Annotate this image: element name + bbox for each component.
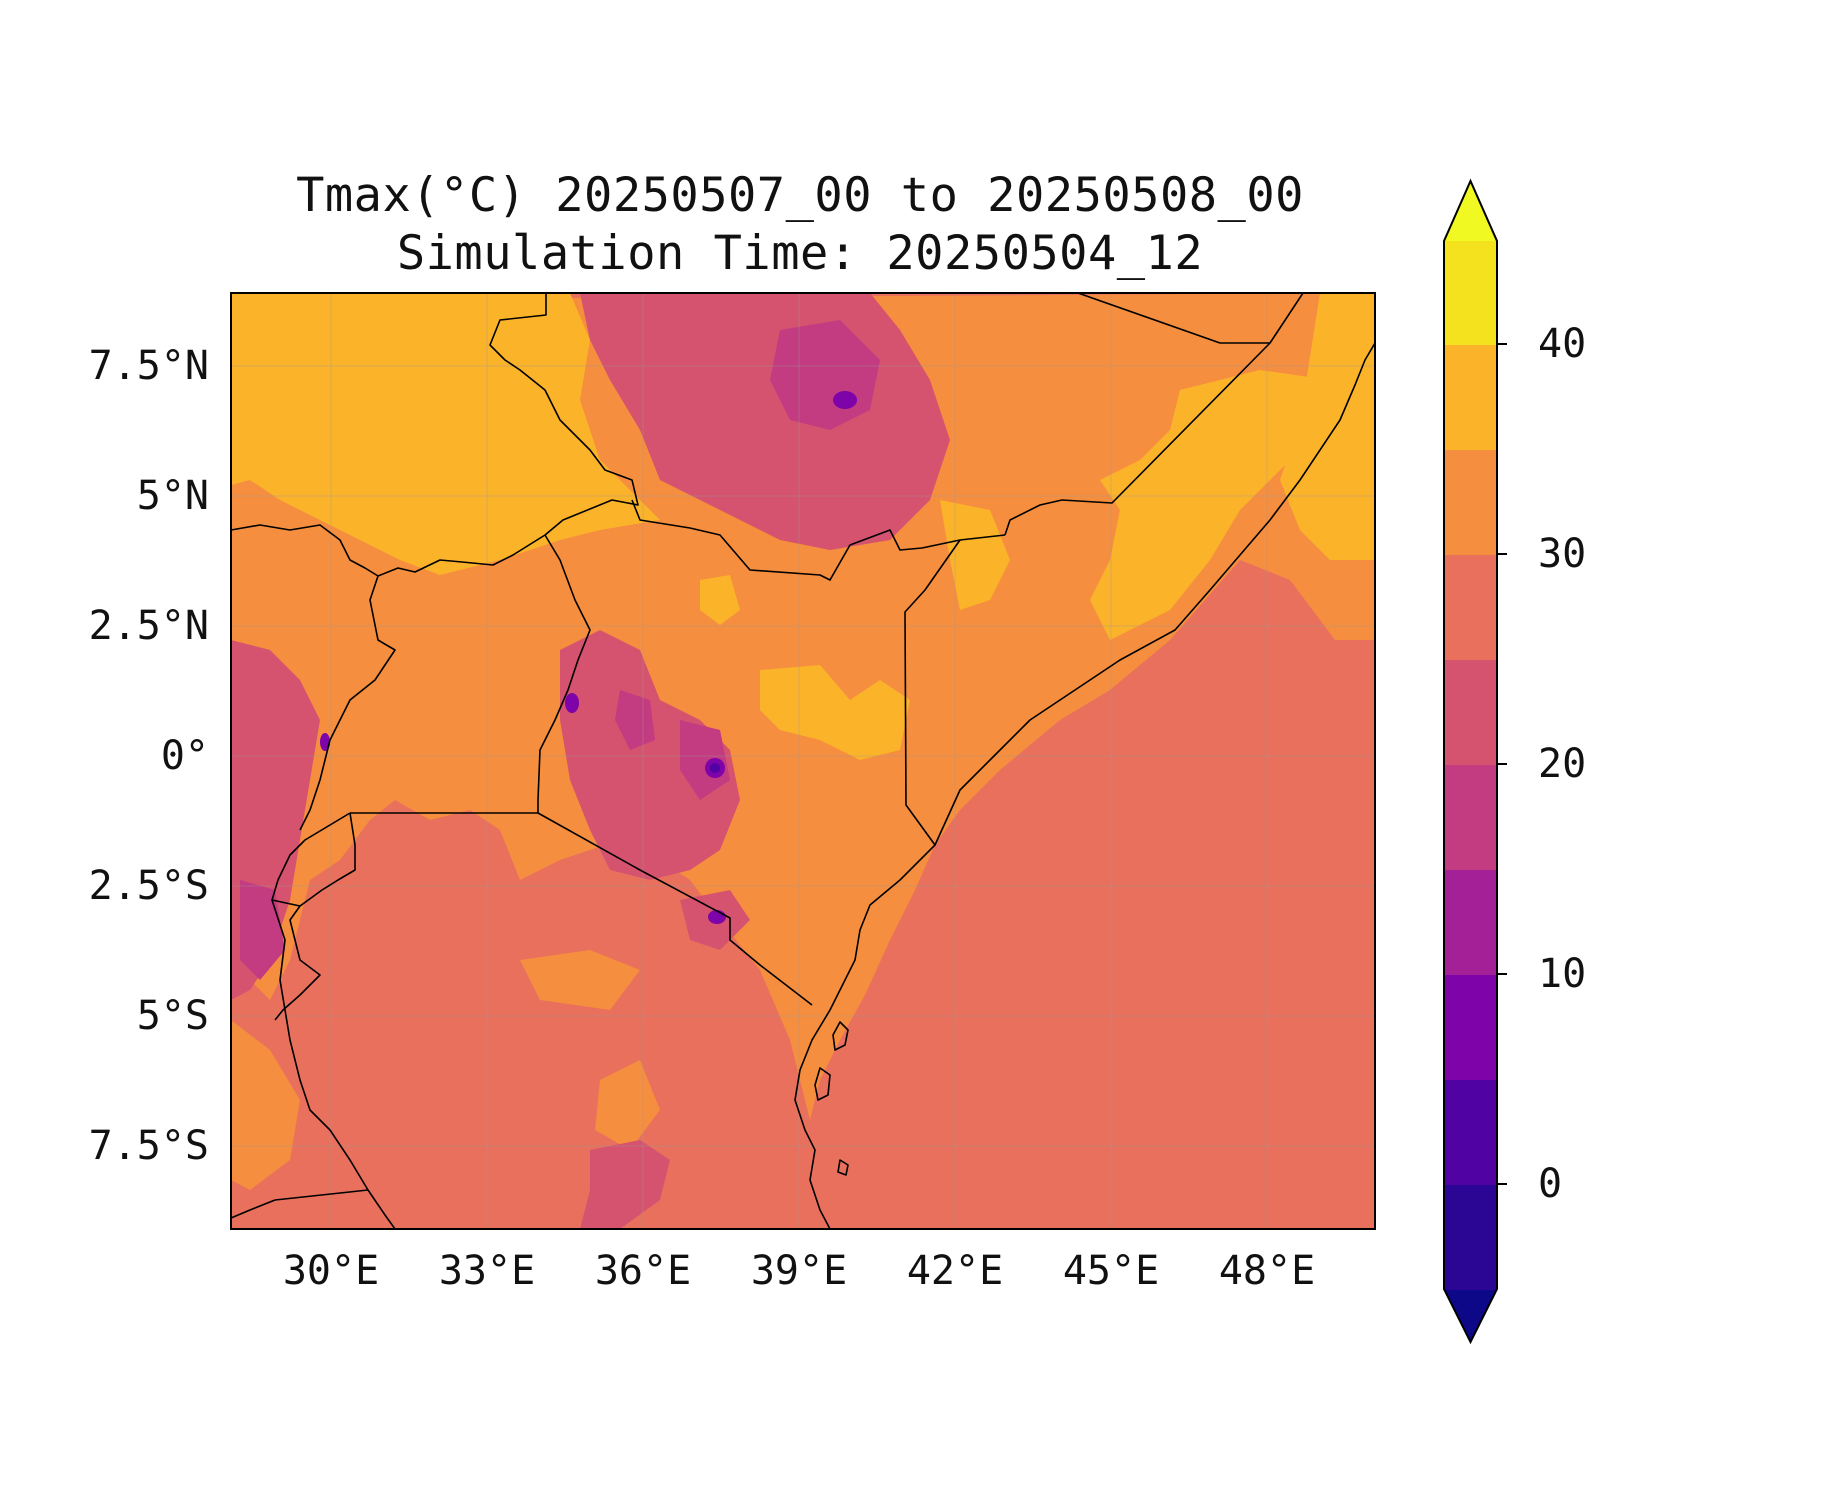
- y-tick-label: 5°S: [136, 993, 209, 1039]
- colorbar: [1443, 178, 1507, 1345]
- colorbar-bin-35-40: [1444, 344, 1497, 450]
- border-uganda-drc: [299, 575, 396, 831]
- border-tanzania-zambia: [274, 1189, 369, 1201]
- colorbar-extend-over: [1444, 181, 1497, 241]
- colorbar-extend-under: [1444, 1289, 1497, 1342]
- colorbar-bin-0-5: [1444, 1079, 1497, 1185]
- colorbar-tick-label: 30: [1538, 531, 1587, 577]
- colorbar-bin-40-45: [1444, 240, 1497, 345]
- gridlines: [231, 293, 1375, 1229]
- field-20-25-kenya-highlands: [560, 630, 740, 880]
- field-15-20-elgon-west: [615, 690, 655, 750]
- chart-subtitle: Simulation Time: 20250504_12: [396, 226, 1204, 281]
- x-tick-label: 33°E: [438, 1248, 536, 1294]
- colorbar-bin-30-35: [1444, 449, 1497, 555]
- coastline: [794, 342, 1375, 1229]
- coast-island-mafia: [837, 1159, 849, 1176]
- x-tick-label: 39°E: [750, 1248, 848, 1294]
- field-5-10-ethiopia-peak: [833, 391, 857, 409]
- border-kenya-somalia: [904, 539, 961, 846]
- field-5-10-rwenzori: [320, 733, 330, 751]
- colorbar-bin-5-10: [1444, 974, 1497, 1080]
- field-0-5-mt-kenya: [710, 763, 720, 773]
- y-tick-label: 7.5°N: [88, 343, 209, 389]
- border-south-sudan-ethiopia: [489, 293, 639, 536]
- border-lake-tanganyika: [271, 899, 396, 1229]
- field-5-10-elgon: [565, 693, 579, 713]
- colorbar-tick-label: 20: [1538, 741, 1587, 787]
- x-tick-label: 45°E: [1062, 1248, 1160, 1294]
- y-tick-label: 7.5°S: [88, 1123, 209, 1169]
- colorbar-bin-20-25: [1444, 659, 1497, 765]
- field-15-20-aberdares: [680, 720, 730, 800]
- field-30-35-central-tanzania: [520, 950, 640, 1010]
- field-35-40-kenya-east: [760, 665, 910, 760]
- y-tick-label: 5°N: [136, 473, 209, 519]
- field-35-40-south-sudan: [231, 293, 660, 575]
- temperature-field: [231, 293, 1375, 1229]
- y-tick-label: 0°: [160, 733, 209, 779]
- colorbar-tick-label: 40: [1538, 321, 1587, 367]
- colorbar-outline: [1443, 178, 1498, 1345]
- colorbar-bin-10-15: [1444, 869, 1497, 975]
- y-tick-label: 2.5°N: [88, 603, 209, 649]
- border-kenya-uganda: [537, 534, 591, 813]
- colorbar-bin-minus5-0: [1444, 1184, 1497, 1290]
- colorbar-tick-label: 10: [1538, 951, 1587, 997]
- field-35-40-ogaden: [1090, 370, 1330, 640]
- field-30-35-south-tanzania: [595, 1060, 660, 1150]
- colorbar-tick-label: 0: [1538, 1161, 1563, 1207]
- field-30-35-west-tanzania: [231, 1020, 300, 1190]
- field-35-40-n-kenya: [940, 500, 1010, 610]
- colorbar-bin-25-30: [1444, 554, 1497, 660]
- field-35-40-turkana: [700, 575, 740, 625]
- border-burundi-tanzania: [274, 905, 321, 1021]
- border-rwanda-burundi: [271, 812, 356, 907]
- field-35-40-somalia-coast: [1280, 293, 1375, 560]
- field-20-25-s-highlands: [580, 1140, 670, 1229]
- coast-island-zanzibar: [814, 1067, 831, 1101]
- field-5-10-kilimanjaro: [708, 910, 726, 924]
- country-borders: [231, 293, 1375, 1229]
- axes-frame: [230, 292, 1376, 1230]
- x-tick-label: 42°E: [906, 1248, 1004, 1294]
- border-kenya-tanzania: [537, 812, 813, 1006]
- border-drc-zambia: [231, 1199, 276, 1219]
- chart-title: Tmax(°C) 20250507_00 to 20250508_00: [296, 168, 1304, 223]
- x-tick-label: 48°E: [1218, 1248, 1316, 1294]
- colorbar-bin-15-20: [1444, 764, 1497, 870]
- border-kenya-ethiopia: [631, 499, 1006, 581]
- coast-island-pemba: [832, 1021, 849, 1051]
- x-tick-label: 30°E: [282, 1248, 380, 1294]
- border-ethiopia-somaliland: [1077, 293, 1270, 344]
- x-tick-label: 36°E: [594, 1248, 692, 1294]
- y-tick-label: 2.5°S: [88, 863, 209, 909]
